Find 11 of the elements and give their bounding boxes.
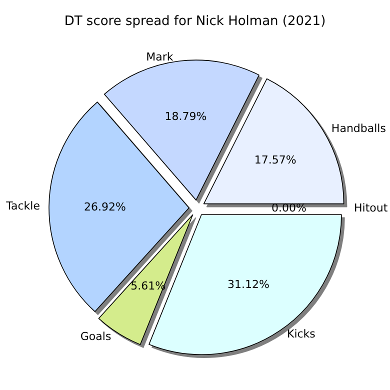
slice-label: Handballs (331, 122, 386, 135)
slice-label: Kicks (286, 328, 316, 341)
slice-label: Mark (146, 50, 174, 64)
chart-title: DT score spread for Nick Holman (2021) (64, 14, 326, 29)
slice-label: Tackle (5, 200, 40, 213)
slice-label: Goals (80, 330, 112, 344)
data-label: 18.79% (164, 110, 207, 124)
data-label: 17.57% (254, 153, 296, 166)
category-label: Hitout (354, 202, 388, 214)
data-label: 31.12% (227, 278, 270, 291)
data-label: 26.92% (84, 200, 126, 214)
